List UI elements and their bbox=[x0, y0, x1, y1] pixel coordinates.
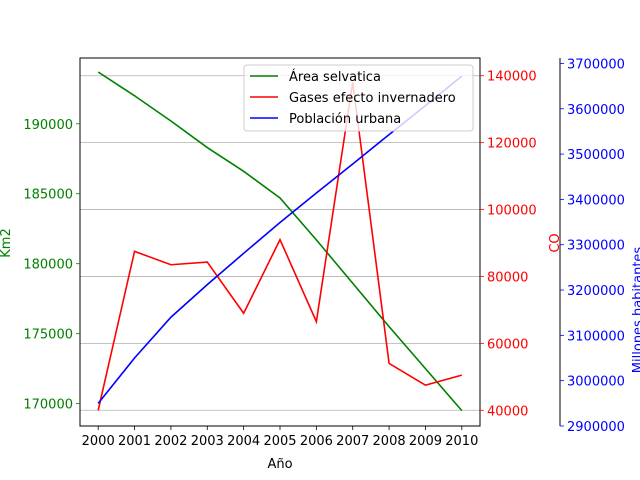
far-right-tick-label: 3400000 bbox=[567, 193, 625, 208]
far-right-tick-label: 2900000 bbox=[567, 420, 625, 435]
far-right-tick-label: 3100000 bbox=[567, 329, 625, 344]
x-tick-label: 2001 bbox=[118, 434, 151, 449]
x-axis-label: Año bbox=[267, 457, 292, 472]
x-tick-label: 2003 bbox=[191, 434, 224, 449]
right-tick-label: 40000 bbox=[487, 404, 528, 419]
legend-label: Gases efecto invernadero bbox=[289, 91, 456, 106]
x-axis: 2000 2001 2002 2003 2004 2005 2006 2007 2008 2009… bbox=[82, 426, 478, 449]
left-tick-label: 175000 bbox=[23, 328, 73, 343]
far-right-tick-label: 3700000 bbox=[567, 57, 625, 72]
far-right-tick-label: 3000000 bbox=[567, 375, 625, 390]
right-tick-label: 140000 bbox=[487, 70, 537, 85]
x-tick-label: 2005 bbox=[263, 434, 296, 449]
far-right-tick-label: 3600000 bbox=[567, 103, 625, 118]
series-line bbox=[97, 82, 463, 411]
left-tick-label: 185000 bbox=[23, 188, 73, 203]
left-tick-label: 190000 bbox=[23, 118, 73, 133]
x-tick-label: 2010 bbox=[445, 434, 478, 449]
right-tick-label: 100000 bbox=[487, 204, 537, 219]
right-axis-label: CO bbox=[548, 233, 563, 252]
x-tick-label: 2009 bbox=[409, 434, 442, 449]
x-tick-label: 2006 bbox=[300, 434, 333, 449]
legend: Área selvatica Gases efecto invernadero Po… bbox=[243, 64, 474, 132]
legend-label: Población urbana bbox=[289, 112, 401, 127]
right-axis: 40000 60000 80000 100000 120000 140000 bbox=[480, 70, 537, 419]
x-tick-label: 2004 bbox=[227, 434, 260, 449]
far-right-tick-label: 3500000 bbox=[567, 148, 625, 163]
far-right-axis-label: Millones habitantes bbox=[631, 247, 640, 374]
right-tick-label: 120000 bbox=[487, 137, 537, 152]
series-line bbox=[97, 71, 463, 412]
far-right-tick-label: 3300000 bbox=[567, 239, 625, 254]
x-tick-label: 2000 bbox=[82, 434, 115, 449]
x-tick-label: 2007 bbox=[336, 434, 369, 449]
legend-box bbox=[243, 64, 474, 132]
left-tick-label: 180000 bbox=[23, 258, 73, 273]
far-right-axis: 2900000 3000000 3100000 3200000 3300000 34000… bbox=[559, 57, 625, 435]
left-axis-label: Km2 bbox=[0, 228, 14, 257]
far-right-tick-label: 3200000 bbox=[567, 284, 625, 299]
x-tick-label: 2008 bbox=[373, 434, 406, 449]
x-tick-label: 2002 bbox=[154, 434, 187, 449]
left-axis: 170000 175000 180000 185000 190000 bbox=[23, 118, 80, 413]
right-tick-label: 80000 bbox=[487, 270, 528, 285]
right-tick-label: 60000 bbox=[487, 337, 528, 352]
legend-label: Área selvatica bbox=[289, 69, 381, 85]
left-tick-label: 170000 bbox=[23, 398, 73, 413]
